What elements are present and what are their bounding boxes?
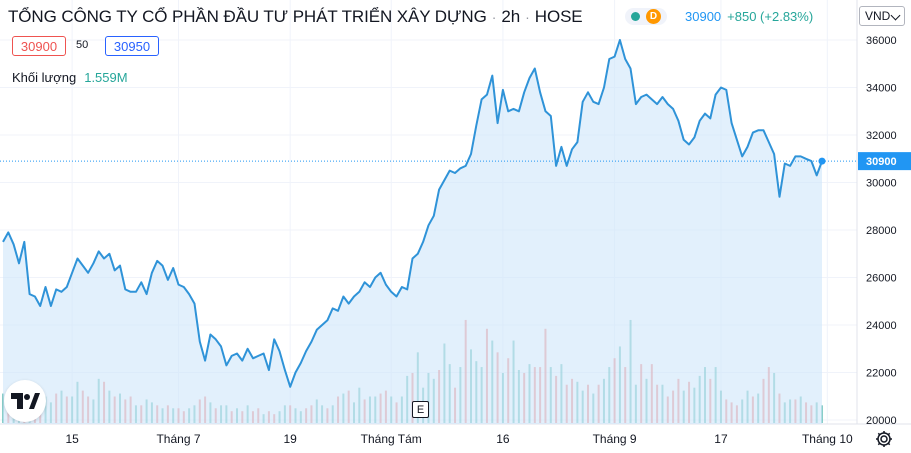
- last-price: 30900: [685, 9, 722, 24]
- time-tick-label: 19: [284, 432, 298, 446]
- title-separator: ·: [525, 9, 530, 25]
- price-tick-label: 20000: [866, 415, 897, 427]
- price-tick-label: 26000: [866, 273, 897, 285]
- spread-value: 50: [76, 39, 89, 51]
- time-tick-label: 17: [714, 432, 728, 446]
- interval-label[interactable]: 2h: [501, 7, 521, 26]
- ask-price-button[interactable]: 30950: [105, 36, 159, 56]
- price-area: [3, 40, 822, 424]
- price-tick-label: 22000: [866, 368, 897, 380]
- currency-select[interactable]: VND: [859, 6, 905, 26]
- time-tick-label: Tháng 10: [802, 432, 853, 446]
- last-price-dot: [818, 157, 826, 165]
- time-tick-label: Tháng 9: [593, 432, 637, 446]
- event-marker-button[interactable]: E: [412, 401, 429, 418]
- delayed-data-icon: D: [646, 9, 661, 24]
- time-axis[interactable]: 15 Tháng 7 19 Tháng Tám 16 Tháng 9 17 Tháng 10: [65, 432, 853, 446]
- price-tick-label: 34000: [866, 83, 897, 95]
- price-tick-label: 30000: [866, 178, 897, 190]
- price-tick-label: 36000: [866, 35, 897, 47]
- price-tick-label: 24000: [866, 320, 897, 332]
- last-price-label: 30900: [858, 152, 911, 171]
- time-tick-label: 15: [65, 432, 79, 446]
- price-tick-label: 28000: [866, 225, 897, 237]
- price-quote: 30900 +850 (+2.83%): [685, 9, 813, 24]
- chevron-down-icon: [890, 10, 901, 21]
- last-price-label-bg: [858, 152, 911, 171]
- price-line: [2, 39, 823, 388]
- chart-header: TỔNG CÔNG TY CỔ PHẦN ĐẦU TƯ PHÁT TRIỂN X…: [8, 6, 583, 28]
- volume-value: 1.559M: [84, 70, 128, 85]
- time-tick-label: Tháng 7: [156, 432, 200, 446]
- price-change: +850 (+2.83%): [727, 9, 814, 24]
- price-tick-label: 32000: [866, 130, 897, 142]
- last-price-label-text: 30900: [866, 156, 897, 168]
- title-separator: ·: [491, 9, 497, 25]
- market-open-dot-icon: [631, 12, 640, 21]
- currency-value: VND: [865, 9, 891, 23]
- volume-label: Khối lượng: [12, 70, 77, 85]
- bid-price-button[interactable]: 30900: [12, 36, 66, 56]
- exchange-label: HOSE: [534, 7, 583, 26]
- price-axis[interactable]: 20000 22000 24000 26000 28000 30000 32000 34000…: [866, 35, 897, 427]
- time-tick-label: 16: [496, 432, 510, 446]
- time-tick-label: Tháng Tám: [361, 432, 422, 446]
- market-status-badge[interactable]: D: [625, 8, 667, 25]
- gear-icon[interactable]: [874, 429, 894, 449]
- tradingview-logo-icon[interactable]: [4, 380, 46, 422]
- volume-legend: Khối lượng 1.559M: [12, 70, 128, 85]
- symbol-title[interactable]: TỔNG CÔNG TY CỔ PHẦN ĐẦU TƯ PHÁT TRIỂN X…: [8, 7, 487, 26]
